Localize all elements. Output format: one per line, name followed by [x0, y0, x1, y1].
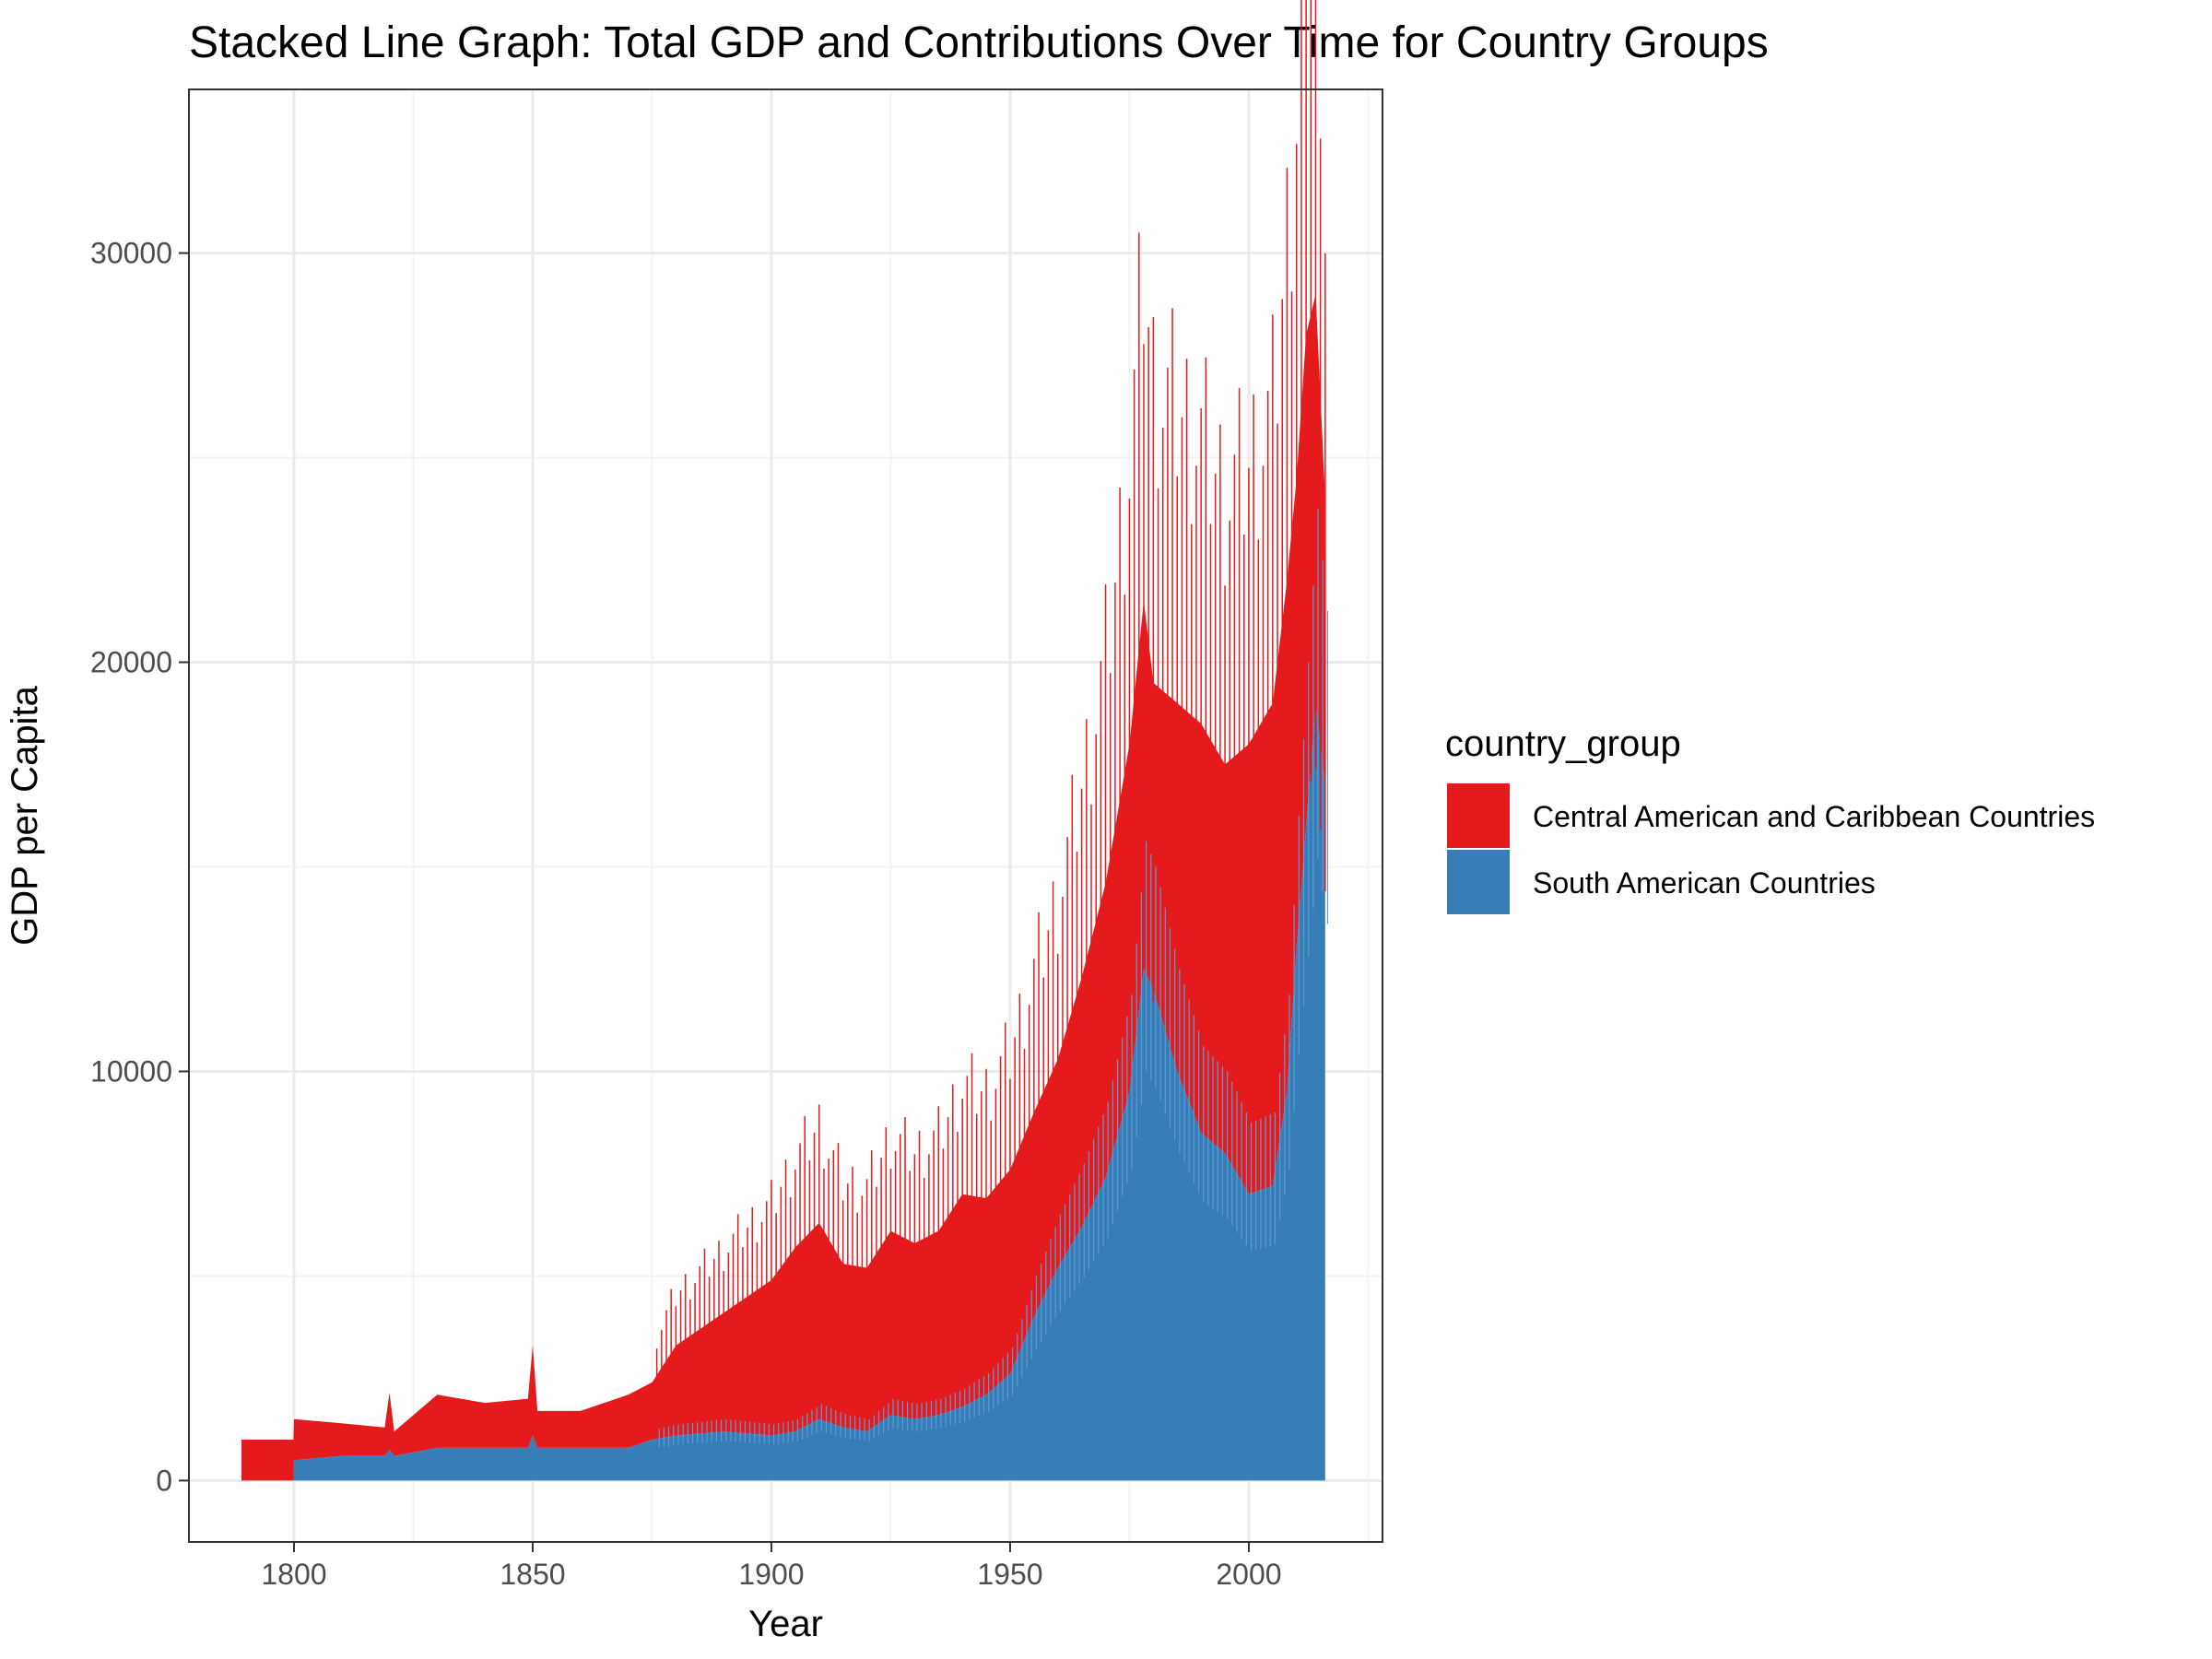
data-areas: [241, 294, 1325, 1481]
y-tick-label: 0: [156, 1464, 172, 1497]
legend-entry-label: South American Countries: [1533, 866, 1876, 900]
data-spikes: [655, 0, 1329, 1448]
legend-title: country_group: [1445, 724, 1681, 764]
chart-title: Stacked Line Graph: Total GDP and Contri…: [189, 18, 1769, 67]
x-tick-label: 1950: [977, 1558, 1042, 1591]
x-axis-label: Year: [748, 1604, 823, 1644]
y-tick-label: 20000: [90, 646, 172, 679]
y-axis-label: GDP per Capita: [5, 685, 45, 945]
area-south-american: [241, 702, 1325, 1481]
y-tick-label: 10000: [90, 1054, 172, 1088]
x-tick-label: 1850: [500, 1558, 565, 1591]
x-tick-label: 1900: [738, 1558, 804, 1591]
x-tick-label: 2000: [1216, 1558, 1281, 1591]
legend-entry-label: Central American and Caribbean Countries: [1533, 800, 2095, 833]
panel-border: [188, 88, 1383, 1543]
area-central-american-and-caribbean: [241, 294, 1325, 1481]
x-tick-label: 1800: [261, 1558, 326, 1591]
legend-key-south: [1447, 850, 1510, 914]
legend-key-central: [1447, 783, 1510, 848]
legend: country_group Central American and Carib…: [1445, 724, 2095, 914]
y-tick-label: 30000: [90, 237, 172, 270]
